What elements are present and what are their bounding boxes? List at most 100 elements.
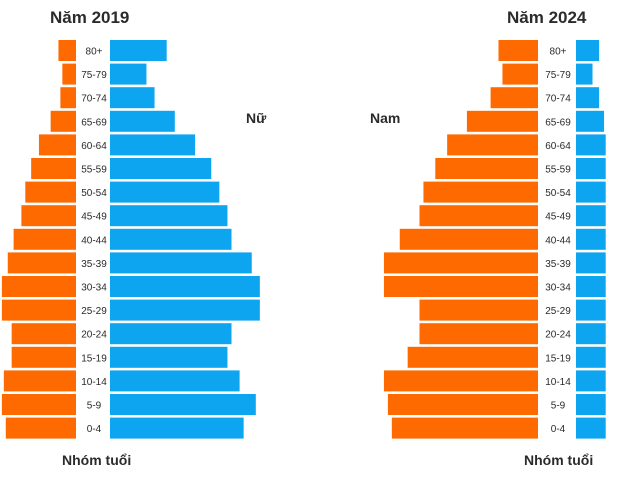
male-bar-2019-30-34 — [1, 276, 76, 297]
age-tick-label-2024: 25-29 — [545, 306, 571, 317]
age-tick-label-2024: 30-34 — [545, 283, 571, 294]
male-bar-2024-50-54 — [423, 181, 538, 203]
male-side-label: Nam — [370, 110, 401, 126]
male-bar-2019-20-24 — [11, 323, 76, 345]
male-bar-2019-75-79 — [62, 63, 76, 85]
male-bar-2019-25-29 — [1, 299, 76, 321]
age-tick-label-2024: 80+ — [550, 47, 567, 58]
female-bar-2024-60-64 — [576, 134, 606, 156]
age-tick-label-2019: 65-69 — [81, 117, 107, 128]
male-bar-2024-10-14 — [383, 370, 538, 392]
male-bar-2019-0-4 — [5, 417, 76, 439]
male-bar-2019-10-14 — [3, 370, 77, 392]
female-bar-2019-80+ — [110, 40, 167, 61]
male-bar-2024-70-74 — [490, 87, 538, 109]
male-bar-2019-60-64 — [38, 134, 76, 156]
male-bar-2024-55-59 — [435, 158, 538, 179]
male-bar-2024-80+ — [498, 40, 538, 61]
age-tick-label-2024: 40-44 — [545, 235, 571, 246]
female-bar-2024-5-9 — [576, 394, 606, 415]
male-bar-2024-30-34 — [383, 276, 538, 297]
age-tick-label-2024: 15-19 — [545, 353, 571, 364]
female-bar-2024-10-14 — [576, 370, 606, 392]
female-bar-2024-30-34 — [576, 276, 606, 297]
age-group-axis-label-2024: Nhóm tuổi — [524, 452, 594, 468]
female-bar-2019-20-24 — [110, 323, 232, 345]
male-bar-2019-70-74 — [60, 87, 76, 109]
female-bar-2019-50-54 — [110, 181, 220, 203]
male-bar-2019-15-19 — [11, 346, 76, 368]
female-bar-2019-0-4 — [110, 417, 244, 439]
age-tick-label-2019: 50-54 — [81, 188, 107, 199]
female-bar-2024-80+ — [576, 40, 600, 61]
age-tick-label-2019: 20-24 — [81, 330, 107, 341]
female-bar-2019-75-79 — [110, 63, 147, 85]
age-tick-label-2024: 5-9 — [551, 401, 566, 412]
age-tick-label-2019: 35-39 — [81, 259, 107, 270]
age-tick-label-2019: 30-34 — [81, 283, 107, 294]
male-bar-2024-15-19 — [407, 346, 538, 368]
male-bar-2019-35-39 — [7, 252, 76, 274]
male-bar-2019-65-69 — [50, 110, 76, 132]
chart-title-2019: Năm 2019 — [50, 8, 130, 27]
male-bar-2024-35-39 — [383, 252, 538, 274]
female-bar-2019-25-29 — [110, 299, 260, 321]
male-bar-2024-65-69 — [466, 110, 538, 132]
age-tick-label-2024: 50-54 — [545, 188, 571, 199]
age-tick-label-2019: 0-4 — [87, 424, 102, 435]
female-side-label: Nữ — [246, 110, 267, 126]
male-bar-2024-75-79 — [502, 63, 538, 85]
male-bar-2024-40-44 — [399, 228, 538, 250]
male-bar-2024-0-4 — [391, 417, 538, 439]
age-tick-label-2019: 80+ — [86, 47, 103, 58]
age-tick-label-2019: 40-44 — [81, 235, 107, 246]
age-tick-label-2019: 60-64 — [81, 141, 107, 152]
age-tick-label-2024: 70-74 — [545, 94, 571, 105]
age-tick-label-2024: 20-24 — [545, 330, 571, 341]
male-bar-2019-50-54 — [25, 181, 76, 203]
male-bar-2024-20-24 — [419, 323, 538, 345]
age-tick-label-2019: 25-29 — [81, 306, 107, 317]
female-bar-2019-65-69 — [110, 110, 175, 132]
female-bar-2019-45-49 — [110, 205, 228, 227]
female-bar-2019-15-19 — [110, 346, 228, 368]
female-bar-2024-65-69 — [576, 110, 605, 132]
age-tick-label-2024: 65-69 — [545, 117, 571, 128]
age-tick-label-2019: 75-79 — [81, 70, 107, 81]
age-tick-label-2019: 45-49 — [81, 212, 107, 223]
female-bar-2019-35-39 — [110, 252, 252, 274]
female-bar-2024-45-49 — [576, 205, 606, 227]
age-tick-label-2024: 0-4 — [551, 424, 566, 435]
male-bar-2019-45-49 — [21, 205, 76, 227]
age-tick-label-2019: 5-9 — [87, 401, 102, 412]
male-bar-2019-5-9 — [1, 394, 76, 415]
male-bar-2019-55-59 — [31, 158, 76, 179]
age-tick-label-2019: 15-19 — [81, 353, 107, 364]
female-bar-2024-35-39 — [576, 252, 606, 274]
female-bar-2019-10-14 — [110, 370, 240, 392]
female-bar-2024-55-59 — [576, 158, 606, 179]
age-tick-label-2024: 10-14 — [545, 377, 571, 388]
male-bar-2019-40-44 — [13, 228, 77, 250]
age-tick-label-2024: 55-59 — [545, 165, 571, 176]
female-bar-2024-20-24 — [576, 323, 606, 345]
age-tick-label-2019: 70-74 — [81, 94, 107, 105]
female-bar-2019-5-9 — [110, 394, 256, 415]
male-bar-2024-45-49 — [419, 205, 538, 227]
chart-title-2024: Năm 2024 — [507, 8, 587, 27]
female-bar-2024-0-4 — [576, 417, 606, 439]
age-tick-label-2019: 10-14 — [81, 377, 107, 388]
female-bar-2024-40-44 — [576, 228, 606, 250]
male-bar-2024-60-64 — [447, 134, 538, 156]
male-bar-2024-25-29 — [419, 299, 538, 321]
female-bar-2019-55-59 — [110, 158, 212, 179]
age-tick-label-2024: 35-39 — [545, 259, 571, 270]
male-bar-2024-5-9 — [387, 394, 538, 415]
male-bar-2019-80+ — [58, 40, 76, 61]
age-tick-label-2024: 45-49 — [545, 212, 571, 223]
female-bar-2024-15-19 — [576, 346, 606, 368]
female-bar-2019-60-64 — [110, 134, 196, 156]
female-bar-2024-50-54 — [576, 181, 606, 203]
